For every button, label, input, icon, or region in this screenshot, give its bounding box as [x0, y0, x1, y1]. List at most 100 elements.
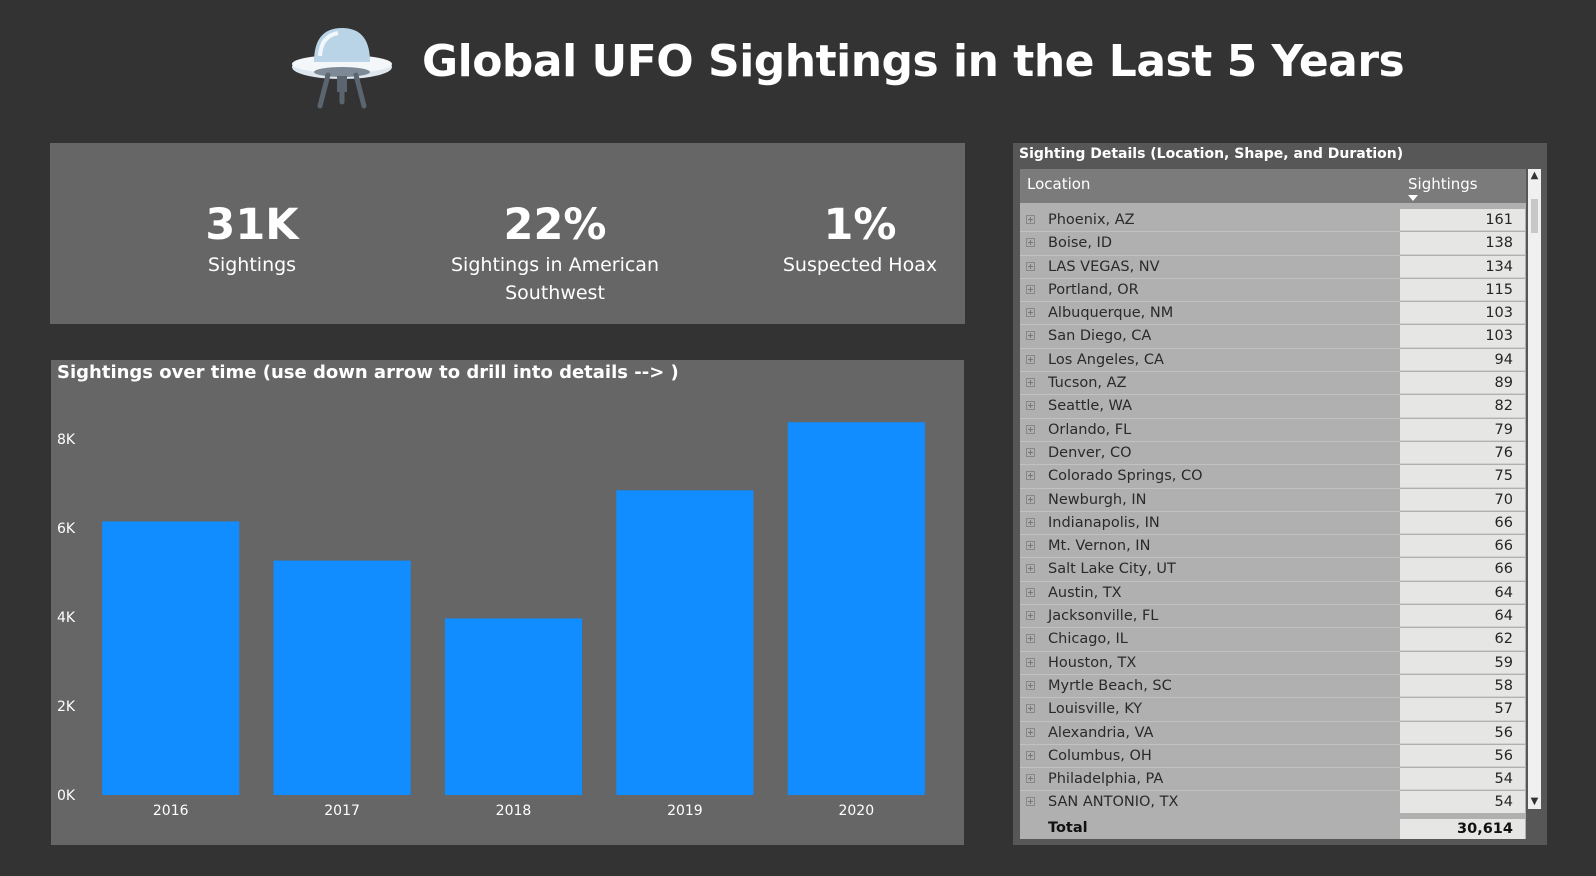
table-row[interactable]: Indianapolis, IN 66 — [1020, 511, 1526, 536]
table-row[interactable]: Boise, ID 138 — [1020, 232, 1526, 256]
expand-icon[interactable] — [1026, 401, 1035, 411]
expand-icon[interactable] — [1026, 774, 1035, 784]
bar-2020[interactable] — [787, 422, 925, 795]
table-row[interactable]: Austin, TX 64 — [1020, 581, 1526, 606]
table-row[interactable]: Los Angeles, CA 94 — [1020, 348, 1526, 373]
sightings-cell: 64 — [1400, 605, 1525, 628]
table-scrollbar[interactable]: ▲ ▼ — [1528, 169, 1541, 809]
table-row[interactable]: Portland, OR 115 — [1020, 278, 1526, 303]
location-text: Orlando, FL — [1048, 421, 1132, 438]
location-cell: Alexandria, VA — [1020, 722, 1400, 745]
location-text: LAS VEGAS, NV — [1048, 258, 1160, 275]
table-body: Phoenix, AZ 161 Boise, ID 138 LAS VEGAS, NV 1… — [1020, 209, 1526, 813]
expand-icon[interactable] — [1026, 447, 1035, 457]
expand-icon[interactable] — [1026, 424, 1035, 434]
table-row[interactable]: Philadelphia, PA 54 — [1020, 768, 1526, 792]
table-row[interactable]: San Diego, CA 103 — [1020, 325, 1526, 349]
location-cell: Houston, TX — [1020, 652, 1400, 675]
expand-icon[interactable] — [1026, 378, 1035, 388]
expand-icon[interactable] — [1026, 261, 1035, 271]
table-row[interactable]: SAN ANTONIO, TX 54 — [1020, 791, 1526, 813]
table-row[interactable]: Chicago, IL 62 — [1020, 628, 1526, 652]
total-label: Total — [1048, 820, 1088, 836]
location-cell: Phoenix, AZ — [1020, 209, 1400, 233]
location-cell: Albuquerque, NM — [1020, 302, 1400, 326]
expand-icon[interactable] — [1026, 494, 1035, 504]
table-row[interactable]: Salt Lake City, UT 66 — [1020, 558, 1526, 582]
expand-icon[interactable] — [1026, 238, 1035, 248]
table-row[interactable]: Alexandria, VA 56 — [1020, 721, 1526, 745]
table-row[interactable]: Jacksonville, FL 64 — [1020, 605, 1526, 629]
y-tick-label: 4K — [57, 610, 76, 626]
bar-2017[interactable] — [273, 560, 411, 795]
scroll-down-icon[interactable]: ▼ — [1530, 796, 1539, 807]
location-text: Indianapolis, IN — [1048, 514, 1160, 531]
expand-icon[interactable] — [1026, 354, 1035, 364]
expand-icon[interactable] — [1026, 284, 1035, 294]
bar-2016[interactable] — [102, 521, 240, 795]
table-row[interactable]: Mt. Vernon, IN 66 — [1020, 535, 1526, 559]
expand-icon[interactable] — [1026, 331, 1035, 341]
column-header-location[interactable]: Location — [1027, 175, 1091, 193]
table-row[interactable]: Houston, TX 59 — [1020, 651, 1526, 675]
expand-icon[interactable] — [1026, 215, 1035, 224]
table-row[interactable]: Denver, CO 76 — [1020, 441, 1526, 466]
location-text: Chicago, IL — [1048, 631, 1128, 648]
table-row[interactable]: Colorado Springs, CO 75 — [1020, 465, 1526, 489]
table-row[interactable]: Columbus, OH 56 — [1020, 744, 1526, 769]
expand-icon[interactable] — [1026, 704, 1035, 714]
expand-icon[interactable] — [1026, 541, 1035, 551]
sightings-cell: 82 — [1400, 395, 1525, 418]
scroll-up-icon[interactable]: ▲ — [1530, 170, 1539, 181]
table-row[interactable]: Phoenix, AZ 161 — [1020, 209, 1526, 233]
sightings-chart-panel[interactable]: 0K 2K 4K 6K 8K 2016 2017 2018 2019 2020 Sightings… — [51, 360, 964, 845]
location-cell: Tucson, AZ — [1020, 372, 1400, 396]
location-cell: Jacksonville, FL — [1020, 605, 1400, 629]
table-row[interactable]: Myrtle Beach, SC 58 — [1020, 674, 1526, 699]
expand-icon[interactable] — [1026, 564, 1035, 574]
location-text: Alexandria, VA — [1048, 724, 1154, 741]
sightings-bar-chart[interactable]: 0K 2K 4K 6K 8K 2016 2017 2018 2019 2020 — [51, 360, 964, 845]
table-row[interactable]: Newburgh, IN 70 — [1020, 488, 1526, 512]
sightings-cell: 94 — [1400, 348, 1525, 372]
column-header-sightings[interactable]: Sightings — [1408, 175, 1478, 193]
sightings-cell: 76 — [1400, 441, 1525, 465]
y-tick-label: 8K — [57, 432, 76, 448]
location-text: Albuquerque, NM — [1048, 305, 1174, 322]
expand-icon[interactable] — [1026, 587, 1035, 597]
expand-icon[interactable] — [1026, 750, 1035, 760]
kpi-hoax[interactable]: 1% Suspected Hoax — [710, 201, 1010, 279]
location-text: Columbus, OH — [1048, 747, 1152, 764]
expand-icon[interactable] — [1026, 308, 1035, 318]
sightings-cell: 79 — [1400, 418, 1525, 441]
kpi-southwest[interactable]: 22% Sightings in American Southwest — [405, 201, 705, 307]
location-text: Salt Lake City, UT — [1048, 561, 1176, 578]
scroll-thumb[interactable] — [1531, 199, 1538, 233]
sightings-cell: 138 — [1400, 232, 1525, 255]
bar-2018[interactable] — [444, 618, 583, 795]
table-row[interactable]: Albuquerque, NM 103 — [1020, 302, 1526, 326]
sightings-cell: 59 — [1400, 651, 1525, 674]
location-cell: Denver, CO — [1020, 442, 1400, 466]
table-row[interactable]: Tucson, AZ 89 — [1020, 372, 1526, 396]
expand-icon[interactable] — [1026, 797, 1035, 807]
kpi-sightings[interactable]: 31K Sightings — [102, 201, 402, 279]
expand-icon[interactable] — [1026, 611, 1035, 621]
location-text: San Diego, CA — [1048, 328, 1152, 345]
bar-2019[interactable] — [616, 490, 754, 795]
location-cell: LAS VEGAS, NV — [1020, 256, 1400, 279]
expand-icon[interactable] — [1026, 634, 1035, 644]
expand-icon[interactable] — [1026, 657, 1035, 667]
expand-icon[interactable] — [1026, 517, 1035, 527]
table-row[interactable]: Orlando, FL 79 — [1020, 418, 1526, 442]
table-row[interactable]: LAS VEGAS, NV 134 — [1020, 255, 1526, 279]
expand-icon[interactable] — [1026, 727, 1035, 737]
table-row[interactable]: Louisville, KY 57 — [1020, 698, 1526, 722]
sort-descending-icon[interactable] — [1408, 195, 1418, 201]
expand-icon[interactable] — [1026, 471, 1035, 481]
expand-icon[interactable] — [1026, 680, 1035, 690]
table-row[interactable]: Seattle, WA 82 — [1020, 395, 1526, 419]
x-tick-label: 2020 — [838, 803, 874, 819]
location-text: Houston, TX — [1048, 654, 1137, 671]
sightings-cell: 66 — [1400, 511, 1525, 535]
